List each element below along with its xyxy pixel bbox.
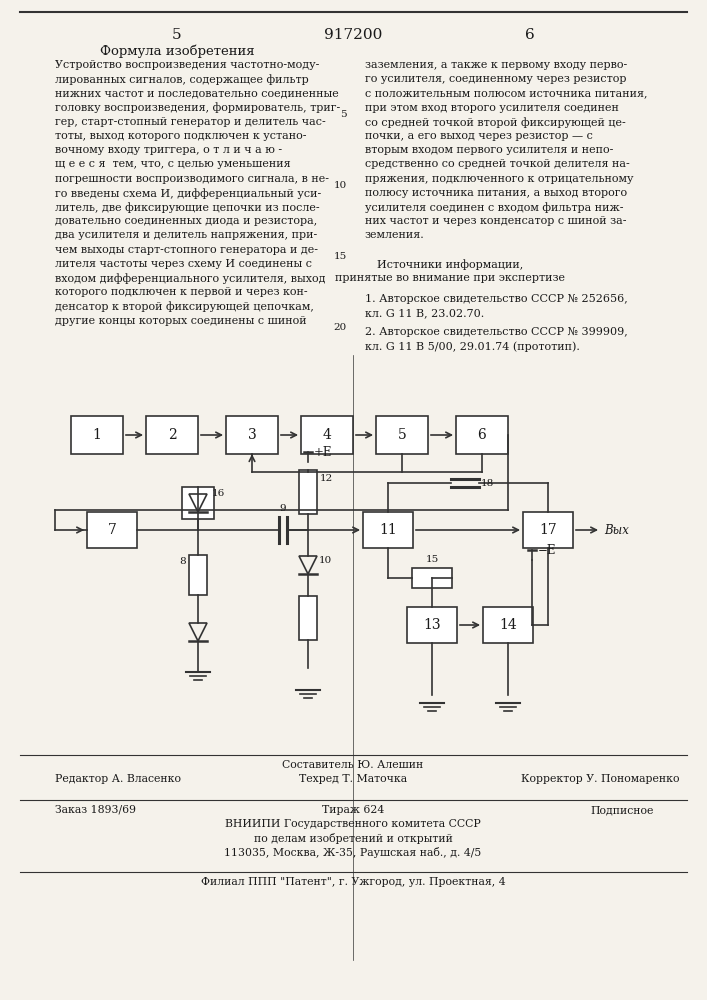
Text: 11: 11: [379, 523, 397, 537]
Bar: [412, 568, 452, 588]
Text: 6: 6: [478, 428, 486, 442]
Text: го усилителя, соединенному через резистор: го усилителя, соединенному через резисто…: [365, 74, 626, 84]
Text: 16: 16: [212, 489, 226, 498]
Text: 1: 1: [93, 428, 101, 442]
Text: тоты, выход которого подключен к устано-: тоты, выход которого подключен к устано-: [55, 131, 307, 141]
Text: 14: 14: [499, 618, 517, 632]
Text: 1. Авторское свидетельство СССР № 252656,: 1. Авторское свидетельство СССР № 252656…: [365, 294, 628, 304]
Text: при этом вход второго усилителя соединен: при этом вход второго усилителя соединен: [365, 103, 619, 113]
Text: лителя частоты через схему И соединены с: лителя частоты через схему И соединены с: [55, 259, 312, 269]
Bar: [71, 416, 123, 454]
Text: пряжения, подключенного к отрицательному: пряжения, подключенного к отрицательному: [365, 174, 633, 184]
Text: 12: 12: [320, 474, 333, 483]
Bar: [301, 416, 353, 454]
Text: 917200: 917200: [324, 28, 382, 42]
Text: нижних частот и последовательно соединенные: нижних частот и последовательно соединен…: [55, 88, 339, 98]
Bar: [299, 470, 317, 514]
Text: щ е е с я  тем, что, с целью уменьшения: щ е е с я тем, что, с целью уменьшения: [55, 159, 291, 169]
Text: 113035, Москва, Ж-35, Раушская наб., д. 4/5: 113035, Москва, Ж-35, Раушская наб., д. …: [224, 847, 481, 858]
Text: 10: 10: [334, 181, 347, 190]
Text: 15: 15: [426, 555, 438, 564]
Text: Устройство воспроизведения частотно-моду-: Устройство воспроизведения частотно-моду…: [55, 60, 320, 70]
Bar: [87, 512, 137, 548]
Text: них частот и через конденсатор с шиной за-: них частот и через конденсатор с шиной з…: [365, 216, 626, 226]
Text: гер, старт-стопный генератор и делитель час-: гер, старт-стопный генератор и делитель …: [55, 117, 326, 127]
Bar: [146, 416, 198, 454]
Text: почки, а его выход через резистор — с: почки, а его выход через резистор — с: [365, 131, 593, 141]
Text: Формула изобретения: Формула изобретения: [100, 44, 255, 57]
Text: погрешности воспроизводимого сигнала, в не-: погрешности воспроизводимого сигнала, в …: [55, 174, 329, 184]
Text: по делам изобретений и открытий: по делам изобретений и открытий: [254, 833, 452, 844]
Text: Корректор У. Пономаренко: Корректор У. Пономаренко: [521, 774, 679, 784]
Text: Техред Т. Маточка: Техред Т. Маточка: [299, 774, 407, 784]
Text: −E: −E: [538, 544, 556, 556]
Text: 18: 18: [481, 479, 494, 488]
Text: Филиал ППП "Патент", г. Ужгород, ул. Проектная, 4: Филиал ППП "Патент", г. Ужгород, ул. Про…: [201, 877, 506, 887]
Text: два усилителя и делитель напряжения, при-: два усилителя и делитель напряжения, при…: [55, 230, 317, 240]
Text: Заказ 1893/69: Заказ 1893/69: [55, 805, 136, 815]
Text: головку воспроизведения, формирователь, триг-: головку воспроизведения, формирователь, …: [55, 103, 340, 113]
Text: вочному входу триггера, о т л и ч а ю -: вочному входу триггера, о т л и ч а ю -: [55, 145, 282, 155]
Bar: [456, 416, 508, 454]
Text: 10: 10: [319, 556, 332, 565]
Text: кл. G 11 В, 23.02.70.: кл. G 11 В, 23.02.70.: [365, 308, 484, 318]
Text: средственно со средней точкой делителя на-: средственно со средней точкой делителя н…: [365, 159, 630, 169]
Text: литель, две фиксирующие цепочки из после-: литель, две фиксирующие цепочки из после…: [55, 202, 320, 213]
Text: Источники информации,: Источники информации,: [377, 259, 523, 270]
Text: со средней точкой второй фиксирующей це-: со средней точкой второй фиксирующей це-: [365, 117, 626, 128]
Text: 2: 2: [168, 428, 176, 442]
Text: 3: 3: [247, 428, 257, 442]
Text: довательно соединенных диода и резистора,: довательно соединенных диода и резистора…: [55, 216, 317, 226]
Text: 15: 15: [334, 252, 347, 261]
Text: 13: 13: [423, 618, 440, 632]
Bar: [189, 555, 207, 595]
Text: 20: 20: [334, 323, 347, 332]
Text: 5: 5: [173, 28, 182, 42]
Text: заземления, а также к первому входу перво-: заземления, а также к первому входу перв…: [365, 60, 627, 70]
Text: входом дифференциального усилителя, выход: входом дифференциального усилителя, выхо…: [55, 273, 325, 284]
Text: 17: 17: [539, 523, 557, 537]
Text: Подписное: Подписное: [590, 805, 653, 815]
Text: кл. G 11 В 5/00, 29.01.74 (прототип).: кл. G 11 В 5/00, 29.01.74 (прототип).: [365, 341, 580, 352]
Bar: [523, 512, 573, 548]
Bar: [182, 487, 214, 519]
Text: с положительным полюсом источника питания,: с положительным полюсом источника питани…: [365, 88, 648, 98]
Text: 4: 4: [322, 428, 332, 442]
Text: земления.: земления.: [365, 230, 425, 240]
Bar: [226, 416, 278, 454]
Text: которого подключен к первой и через кон-: которого подключен к первой и через кон-: [55, 287, 308, 297]
Text: 5: 5: [340, 110, 347, 119]
Text: лированных сигналов, содержащее фильтр: лированных сигналов, содержащее фильтр: [55, 74, 309, 85]
Text: чем выходы старт-стопного генератора и де-: чем выходы старт-стопного генератора и д…: [55, 245, 318, 255]
Text: 8: 8: [180, 557, 186, 566]
Text: 9: 9: [280, 504, 286, 513]
Text: вторым входом первого усилителя и непо-: вторым входом первого усилителя и непо-: [365, 145, 614, 155]
Text: 5: 5: [397, 428, 407, 442]
Bar: [299, 596, 317, 640]
Text: ВНИИПИ Государственного комитета СССР: ВНИИПИ Государственного комитета СССР: [225, 819, 481, 829]
Bar: [363, 512, 413, 548]
Text: Вых: Вых: [604, 524, 629, 536]
Text: другие концы которых соединены с шиной: другие концы которых соединены с шиной: [55, 316, 307, 326]
Text: Составитель Ю. Алешин: Составитель Ю. Алешин: [282, 760, 423, 770]
Text: принятые во внимание при экспертизе: принятые во внимание при экспертизе: [335, 273, 565, 283]
Text: усилителя соединен с входом фильтра ниж-: усилителя соединен с входом фильтра ниж-: [365, 202, 624, 213]
Text: полюсу источника питания, а выход второго: полюсу источника питания, а выход второг…: [365, 188, 627, 198]
Text: денсатор к второй фиксирующей цепочкам,: денсатор к второй фиксирующей цепочкам,: [55, 301, 314, 312]
Text: 2. Авторское свидетельство СССР № 399909,: 2. Авторское свидетельство СССР № 399909…: [365, 327, 628, 337]
Text: +E: +E: [314, 446, 332, 458]
Bar: [376, 416, 428, 454]
Bar: [407, 607, 457, 643]
Text: го введены схема И, дифференциальный уси-: го введены схема И, дифференциальный уси…: [55, 188, 321, 199]
Text: Тираж 624: Тираж 624: [322, 805, 384, 815]
Text: 7: 7: [107, 523, 117, 537]
Text: 6: 6: [525, 28, 535, 42]
Bar: [483, 607, 533, 643]
Text: Редактор А. Власенко: Редактор А. Власенко: [55, 774, 181, 784]
